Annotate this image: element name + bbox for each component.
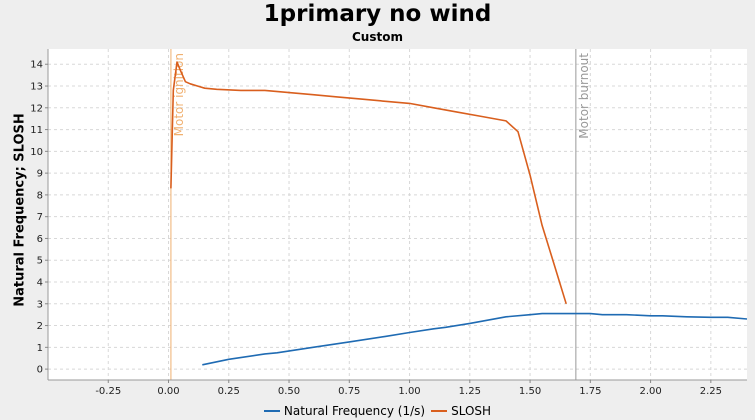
x-tick-label: 1.25	[459, 386, 481, 397]
legend-item: Natural Frequency (1/s)	[263, 404, 426, 418]
grid	[48, 49, 747, 380]
x-tick-label: 1.75	[579, 386, 601, 397]
legend-label: SLOSH	[451, 404, 492, 418]
axis-ticks: -0.25 0.00 0.25 0.50 0.75 1.00 1.25 1.50 1.75 2.0…	[30, 60, 722, 397]
series-line	[170, 61, 567, 305]
legend-item: SLOSH	[431, 404, 491, 418]
x-tick-label: -0.25	[95, 386, 121, 397]
y-tick-label: 1	[37, 343, 43, 354]
y-tick-label: 7	[37, 212, 43, 223]
y-tick-label: 0	[37, 365, 43, 376]
x-tick-label: 0.00	[157, 386, 179, 397]
x-tick-label: 0.50	[278, 386, 300, 397]
y-tick-label: 5	[37, 256, 43, 267]
y-tick-label: 8	[37, 190, 43, 201]
y-tick-label: 3	[37, 299, 43, 310]
y-tick-label: 9	[37, 169, 43, 180]
plot-area	[48, 49, 747, 380]
y-tick-label: 12	[30, 103, 43, 114]
x-tick-label: 1.00	[398, 386, 420, 397]
y-tick-label: 2	[37, 321, 43, 332]
y-tick-label: 6	[37, 234, 43, 245]
y-tick-label: 13	[30, 82, 43, 93]
chart-subtitle: Custom	[352, 30, 403, 44]
legend: Natural Frequency (1/s) SLOSH	[0, 401, 755, 418]
y-tick-label: 14	[30, 60, 43, 71]
y-tick-label: 11	[30, 125, 43, 136]
x-tick-label: 2.00	[639, 386, 661, 397]
legend-swatch	[263, 410, 280, 412]
y-tick-label: 10	[30, 147, 43, 158]
x-tick-label: 0.75	[338, 386, 360, 397]
x-tick-label: 1.50	[519, 386, 541, 397]
legend-label: Natural Frequency (1/s)	[283, 404, 426, 418]
x-tick-label: 2.25	[700, 386, 722, 397]
series-line	[202, 312, 748, 366]
y-tick-label: 4	[37, 278, 43, 289]
event-marker-label: Motor burnout	[577, 53, 591, 139]
legend-swatch	[431, 410, 448, 412]
chart-title: 1primary no wind	[263, 1, 492, 27]
series-lines	[170, 61, 748, 366]
x-tick-label: 0.25	[218, 386, 240, 397]
